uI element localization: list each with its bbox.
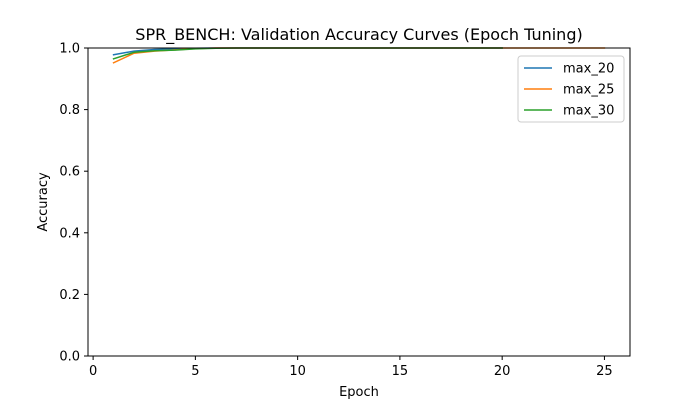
y-tick-label: 0.4 [59, 226, 80, 241]
x-tick-label: 0 [89, 364, 97, 379]
y-tick-label: 0.2 [59, 288, 80, 303]
x-axis-label: Epoch [339, 385, 379, 400]
legend-item-max-20: max_20 [524, 62, 614, 77]
legend-item-max-30: max_30 [524, 104, 614, 119]
y-axis-label: Accuracy [36, 172, 51, 232]
legend-box [517, 55, 625, 123]
plot-frame [87, 47, 631, 357]
series-line-max-30 [112, 47, 503, 60]
y-tick-label: 0.8 [59, 103, 80, 118]
x-axis: 0 5 10 15 20 25 [89, 356, 613, 379]
y-axis: 0.0 0.2 0.4 0.6 0.8 1.0 [59, 42, 88, 365]
x-tick-label: 10 [289, 364, 306, 379]
legend-items: max_20 max_25 max_30 [524, 62, 614, 119]
x-tick-label: 25 [596, 364, 613, 379]
legend-label: max_25 [563, 83, 614, 98]
legend-label: max_20 [563, 62, 614, 77]
chart-title: SPR_BENCH: Validation Accuracy Curves (E… [135, 25, 582, 45]
series-line-max-20 [112, 47, 503, 56]
legend: max_20 max_25 max_30 [517, 55, 625, 123]
axes-layer [87, 47, 631, 357]
y-tick-label: 1.0 [59, 42, 80, 57]
legend-label: max_30 [563, 104, 614, 119]
legend-item-max-25: max_25 [524, 83, 614, 98]
x-tick-label: 20 [494, 364, 511, 379]
y-tick-label: 0.6 [59, 165, 80, 180]
x-tick-label: 15 [392, 364, 409, 379]
x-tick-label: 5 [191, 364, 199, 379]
y-tick-label: 0.0 [59, 350, 80, 365]
